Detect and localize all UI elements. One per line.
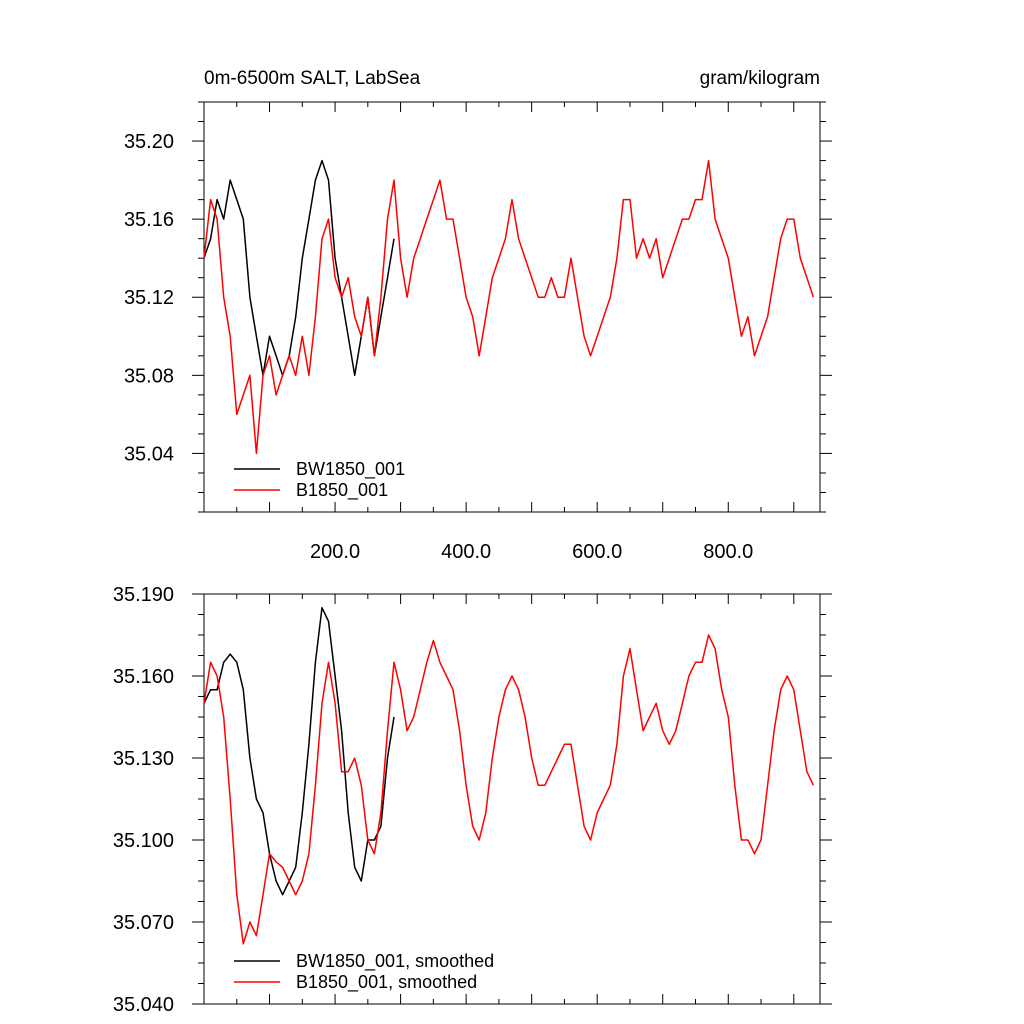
top-x-tick-label: 800.0: [703, 541, 753, 563]
bottom-y-tick-label: 35.190: [113, 584, 174, 606]
top-y-tick-label: 35.20: [124, 131, 174, 153]
top-plot-frame: [203, 101, 821, 513]
top-x-tick-label: 400.0: [441, 541, 491, 563]
top-chart-units: gram/kilogram: [700, 68, 820, 89]
top-y-tick-label: 35.04: [124, 443, 174, 465]
legend-label-b1850: B1850_001: [296, 480, 388, 501]
top-y-tick-label: 35.08: [124, 365, 174, 387]
bottom-series-line-black: [203, 606, 395, 896]
bottom-axis-ticks: [192, 593, 832, 1005]
bottom-series-line-red: [203, 634, 815, 945]
top-axis-ticks: [192, 101, 832, 513]
legend-label-bw1850-smoothed: BW1850_001, smoothed: [296, 951, 494, 972]
bottom-plot-frame: [203, 593, 821, 1005]
bottom-y-tick-label: 35.100: [113, 830, 174, 852]
top-x-tick-label: 600.0: [572, 541, 622, 563]
top-x-tick-labels: 200.0 400.0 600.0 800.0: [310, 541, 753, 563]
top-panel: 0m-6500m SALT, LabSea gram/kilogram 35.0…: [124, 68, 832, 563]
bottom-y-tick-label: 35.040: [113, 994, 174, 1016]
bottom-panel: 35.040 35.070 35.100 35.130 35.160 35.190 BW1…: [113, 584, 832, 1016]
legend-label-b1850-smoothed: B1850_001, smoothed: [296, 972, 477, 993]
top-y-tick-label: 35.12: [124, 287, 174, 309]
bottom-series-group: [203, 606, 815, 945]
top-y-tick-labels: 35.04 35.08 35.12 35.16 35.20: [124, 131, 174, 465]
bottom-y-tick-label: 35.130: [113, 748, 174, 770]
top-y-tick-label: 35.16: [124, 209, 174, 231]
bottom-legend: BW1850_001, smoothed B1850_001, smoothed: [234, 951, 494, 993]
top-legend: BW1850_001 B1850_001: [234, 459, 405, 501]
top-series-line-red: [203, 159, 815, 455]
bottom-y-tick-label: 35.160: [113, 666, 174, 688]
legend-label-bw1850: BW1850_001: [296, 459, 405, 480]
top-series-line-black: [203, 159, 395, 377]
bottom-y-tick-labels: 35.040 35.070 35.100 35.130 35.160 35.190: [113, 584, 174, 1016]
top-chart-title: 0m-6500m SALT, LabSea: [204, 68, 421, 89]
top-x-tick-label: 200.0: [310, 541, 360, 563]
bottom-y-tick-label: 35.070: [113, 912, 174, 934]
top-series-group: [203, 159, 815, 455]
